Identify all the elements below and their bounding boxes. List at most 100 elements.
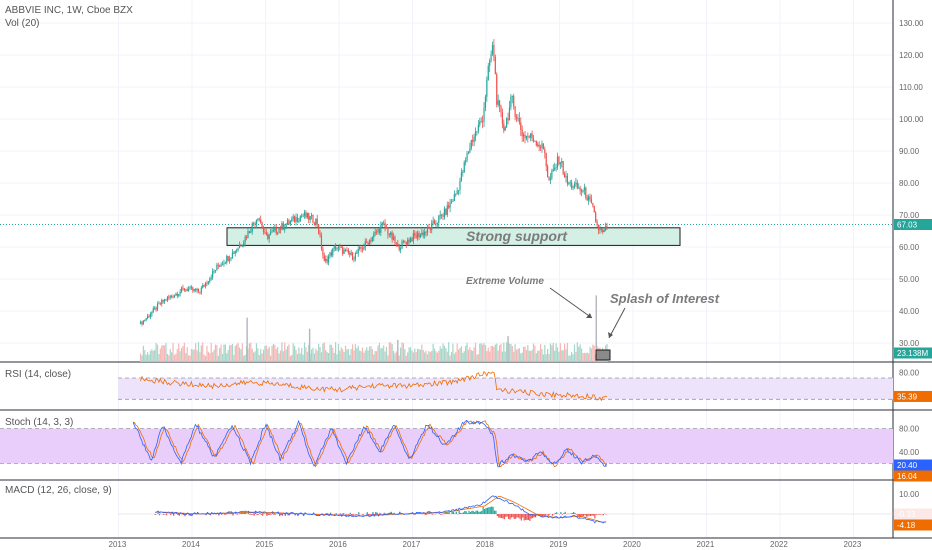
price-candle	[178, 294, 180, 296]
macd-histogram-bar	[170, 514, 172, 516]
macd-histogram-bar	[524, 514, 527, 520]
price-candle	[486, 80, 488, 97]
price-legend[interactable]: ABBVIE INC, 1W, Cboe BZX	[5, 5, 133, 16]
volume-bar	[473, 347, 475, 362]
price-candle	[448, 205, 450, 208]
macd-histogram-bar	[180, 513, 182, 514]
volume-bar	[520, 353, 522, 362]
macd-legend[interactable]: MACD (12, 26, close, 9)	[5, 485, 112, 496]
volume-bar	[206, 345, 208, 362]
price-candle	[142, 320, 144, 325]
price-candle	[522, 134, 525, 137]
price-candle	[351, 252, 354, 260]
price-candle	[596, 221, 598, 225]
price-candle	[604, 225, 607, 231]
price-candle	[320, 235, 323, 249]
macd-signal-line	[155, 495, 607, 523]
price-candle	[165, 299, 167, 301]
price-candle	[390, 232, 392, 235]
price-candle	[230, 257, 232, 259]
price-candle	[566, 175, 569, 184]
macd-histogram-bar	[522, 514, 524, 518]
volume-bar	[592, 344, 594, 362]
volume-bar	[366, 347, 368, 362]
volume-bar	[378, 342, 381, 362]
price-candle	[407, 239, 409, 245]
price-candle	[479, 121, 481, 125]
volume-bar	[172, 342, 174, 362]
volume-bar	[462, 352, 464, 362]
price-candle	[387, 228, 389, 235]
macd-histogram-bar	[255, 512, 257, 514]
price-candle	[377, 229, 379, 233]
price-candle	[409, 238, 412, 243]
macd-histogram-bar	[587, 514, 589, 517]
volume-bar	[149, 350, 152, 362]
price-candle	[400, 248, 402, 250]
volume-bar	[332, 347, 334, 362]
price-candle	[589, 196, 591, 200]
macd-histogram-bar	[547, 514, 549, 516]
stoch-legend[interactable]: Stoch (14, 3, 3)	[5, 417, 74, 428]
price-candle	[342, 247, 344, 254]
macd-histogram-bar	[602, 514, 604, 516]
macd-histogram-bar	[235, 512, 237, 514]
volume-bar	[445, 348, 447, 362]
macd-histogram-bar	[249, 514, 251, 515]
macd-histogram-bar	[411, 512, 414, 514]
price-candle	[288, 220, 290, 225]
price-candle	[312, 214, 314, 224]
macd-histogram-bar	[571, 512, 573, 514]
volume-bar	[178, 343, 180, 362]
price-candle	[361, 248, 364, 250]
price-candle	[467, 152, 470, 154]
price-candle	[148, 316, 150, 317]
volume-bar	[569, 355, 571, 362]
price-candle	[298, 221, 300, 222]
volume-bar	[294, 345, 296, 362]
volume-bar	[364, 350, 366, 362]
price-candle	[281, 223, 283, 230]
price-candle	[383, 222, 385, 224]
volume-legend[interactable]: Vol (20)	[5, 18, 40, 29]
volume-bar	[583, 352, 585, 362]
volume-bar	[373, 354, 375, 362]
volume-bar	[335, 342, 337, 362]
price-candle	[291, 219, 293, 222]
volume-bar	[207, 351, 209, 362]
price-candle	[442, 215, 444, 217]
volume-bar	[381, 347, 383, 362]
price-candle	[237, 247, 239, 250]
price-candle	[254, 223, 256, 225]
price-candle	[260, 219, 262, 223]
volume-bar	[292, 343, 294, 362]
volume-bar	[456, 343, 458, 362]
volume-bar	[400, 347, 402, 362]
price-tick-label: 120.00	[899, 51, 924, 60]
macd-histogram-bar	[455, 511, 457, 514]
macd-histogram-bar	[506, 514, 508, 517]
volume-bar	[240, 349, 242, 362]
price-candle	[366, 241, 368, 243]
macd-histogram-bar	[442, 513, 445, 514]
volume-bar	[411, 350, 413, 362]
macd-histogram-bar	[505, 514, 507, 517]
volume-bar	[491, 345, 494, 362]
price-tick-label: 100.00	[899, 115, 924, 124]
macd-histogram-bar	[556, 512, 558, 514]
price-candle	[484, 96, 487, 108]
price-candle	[163, 299, 166, 302]
volume-bar	[573, 344, 576, 362]
price-candle	[431, 222, 433, 230]
volume-bar	[580, 348, 583, 362]
macd-histogram-bar	[574, 512, 576, 514]
price-candle	[569, 182, 571, 184]
macd-histogram-bar	[553, 514, 555, 515]
volume-bar	[493, 346, 495, 362]
rsi-legend[interactable]: RSI (14, close)	[5, 369, 72, 380]
macd-histogram-bar	[252, 514, 254, 515]
macd-histogram-bar	[516, 514, 518, 518]
price-candle	[336, 248, 338, 250]
volume-bar	[282, 351, 284, 362]
price-candle	[412, 233, 414, 242]
